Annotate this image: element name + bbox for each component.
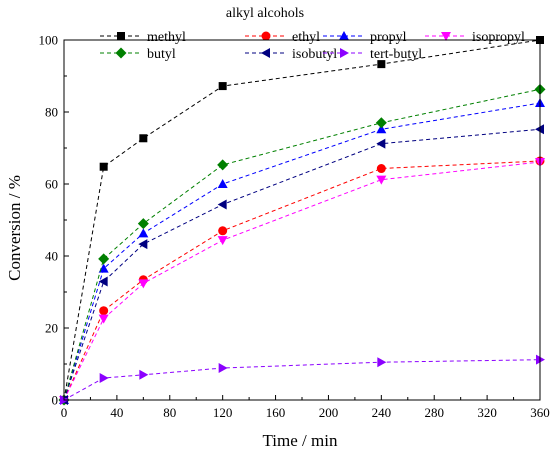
legend-item-methyl: methyl [100,30,186,45]
legend-label: isopropyl [472,30,525,45]
plot-area [58,36,546,406]
legend-label: butyl [147,47,176,62]
legend-item-ethyl: ethyl [245,30,320,45]
x-tick-label: 360 [530,405,550,420]
legend-label: propyl [370,30,407,45]
x-tick-label: 80 [163,405,176,420]
legend: alkyl alcohols methyl ethyl propyl isopropy… [100,6,525,62]
legend-marker [261,31,271,41]
x-axis-title: Time / min [263,431,338,450]
data-point-methyl [218,82,227,91]
data-point-isopropyl [217,236,228,246]
legend-marker [340,48,349,58]
data-point-tert-butyl [99,373,109,384]
legend-marker [261,48,270,58]
y-tick-label: 60 [45,177,58,192]
legend-label: tert-butyl [370,47,422,62]
series-line-isopropyl [63,161,541,401]
axes: 0 40 80 120 160 200 240 280 320 360 0 20 40 60 80 100 [39,33,550,421]
data-point-isopropyl [376,175,387,185]
series-methyl [60,36,544,404]
data-point-tert-butyl [218,362,228,373]
data-point-ethyl [99,306,109,316]
y-tick-label: 0 [52,393,59,408]
data-point-isopropyl [138,279,149,289]
data-point-ethyl [218,226,228,236]
legend-marker [339,31,349,40]
data-point-isopropyl [98,314,109,324]
data-point-butyl [217,159,229,171]
series-butyl [58,83,546,406]
series-line-methyl [63,39,541,401]
data-point-propyl [98,263,109,273]
x-tick-label: 160 [266,405,286,420]
data-point-isobutyl [376,138,386,149]
data-point-tert-butyl [377,357,387,368]
series-isobutyl [59,124,544,405]
legend-item-isobutyl: isobutyl [245,47,337,62]
y-axis-title: Conversion / % [5,175,24,281]
plot-frame [63,39,541,401]
series-line-propyl [63,102,541,401]
x-tick-label: 280 [424,405,444,420]
data-point-tert-butyl [139,369,149,380]
data-point-methyl [139,134,148,143]
data-point-butyl [98,253,110,265]
x-tick-label: 120 [213,405,233,420]
series-line-tert-butyl [63,359,541,401]
legend-label: methyl [147,30,186,45]
legend-label: isobutyl [292,47,337,62]
series-isopropyl [59,158,545,405]
series-line-butyl [63,88,541,401]
data-point-methyl [99,162,108,171]
data-point-isobutyl [98,276,108,287]
y-tick-label: 40 [45,249,58,264]
data-point-isobutyl [217,199,227,210]
legend-title: alkyl alcohols [226,6,304,21]
x-tick-label: 200 [319,405,339,420]
legend-marker [115,47,127,59]
data-point-propyl [217,179,228,188]
data-point-propyl [138,228,149,238]
legend-marker [441,32,451,41]
data-point-butyl [375,117,387,129]
x-tick-label: 0 [61,405,68,420]
series-ethyl [59,156,545,405]
legend-marker [117,32,125,40]
data-point-butyl [137,218,149,230]
legend-item-isopropyl: isopropyl [425,30,525,45]
series-line-isobutyl [63,128,541,401]
x-tick-label: 320 [477,405,497,420]
legend-item-propyl: propyl [323,30,407,45]
x-tick-label: 240 [372,405,392,420]
legend-item-butyl: butyl [100,47,176,62]
legend-label: ethyl [292,30,320,45]
legend-item-tert-butyl: tert-butyl [323,47,422,62]
data-point-ethyl [376,164,386,174]
y-tick-label: 100 [39,33,59,48]
y-tick-label: 80 [45,105,58,120]
data-point-propyl [376,124,387,134]
y-tick-label: 20 [45,321,58,336]
data-point-methyl [377,60,386,69]
x-tick-label: 40 [110,405,123,420]
data-point-isobutyl [138,239,148,250]
series-line-ethyl [63,160,541,401]
